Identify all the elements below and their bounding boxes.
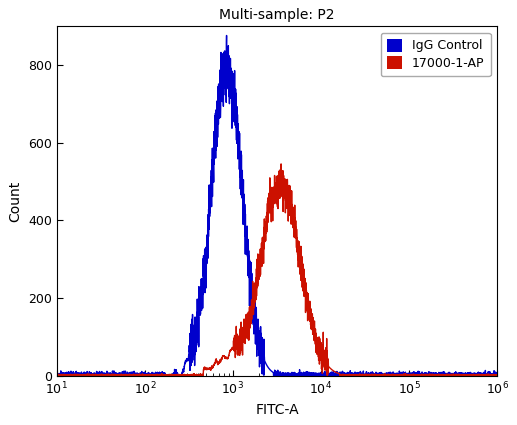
Y-axis label: Count: Count: [8, 180, 22, 221]
X-axis label: FITC-A: FITC-A: [255, 402, 299, 416]
Title: Multi-sample: P2: Multi-sample: P2: [219, 8, 334, 23]
Legend: IgG Control, 17000-1-AP: IgG Control, 17000-1-AP: [381, 33, 491, 76]
